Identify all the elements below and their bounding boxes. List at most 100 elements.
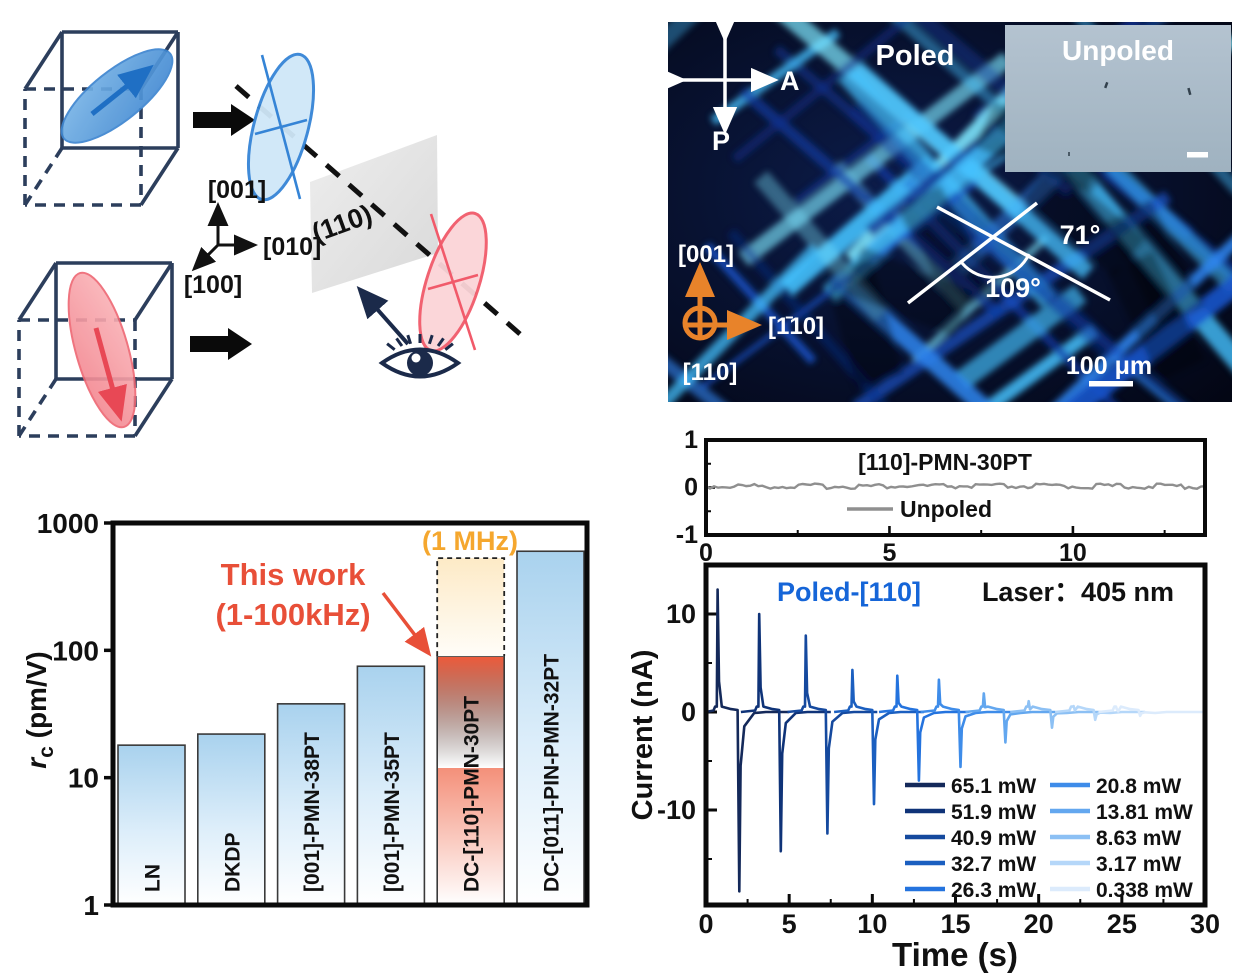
legend-label: 3.17 mW [1096,853,1181,876]
bar-3 [356,665,426,906]
inset-scale-bar [1187,152,1208,158]
axis-100-label: [100] [184,271,242,299]
x-tick-label: 10 [857,909,887,939]
cube-edge [133,262,174,321]
legend-label: 13.81 mW [1096,801,1193,824]
y-tick-label: 1 [83,890,99,921]
scale-bar [1089,381,1133,387]
blue-ellipse-minor-axis [254,118,308,136]
bar-2 [276,703,346,906]
y-axis-label: Current (nA) [630,650,659,821]
series-863mW [1010,699,1102,729]
axis-m110-label: [1̄10] [768,313,824,340]
eyelash [436,337,445,347]
plot-title: Poled-[110] [777,577,921,607]
bar-chart-panel: LN DKDP [001]-PMN-38PT [001]-PMN-35PT DC-[11… [0,460,660,975]
axis-001-label: [001] [208,176,266,204]
x-axis-label: Time (s) [892,936,1018,973]
legend-label-unpoled: Unpoled [900,496,992,522]
domain-streak [738,52,1013,266]
eye-highlight [411,353,421,363]
y-tick-label: 10 [666,599,696,629]
y-tick-label: 1 [684,426,698,454]
unpoled-trace [705,482,1206,491]
red-ellipse-minor-axis [427,273,479,291]
angle-109-label: 109° [985,273,1041,303]
black-arrow-top [193,104,255,136]
micrograph-panel: A P Poled Unpoled 71° 109° [001] [1̄10] … [668,22,1232,402]
x-tick-label: 30 [1190,909,1220,939]
y-tick-label: -1 [676,521,698,549]
legend-label: 0.338 mW [1096,879,1193,902]
black-arrow-bottom [190,328,252,360]
bar-label: [001]-PMN-38PT [301,732,324,892]
axis-001-label: [001] [678,241,734,268]
x-tick-label: 15 [940,909,970,939]
plane-110 [310,135,438,293]
series-208mW [920,678,1011,769]
bar-1 [197,733,266,906]
cube-hidden-edge [17,378,58,437]
eyelash [427,334,434,345]
bar-0 [117,744,186,906]
bars-group: LN DKDP [001]-PMN-38PT [001]-PMN-35PT DC-[11… [117,550,585,906]
axis-110-label: [110] [683,359,738,386]
eye-icon [378,334,462,379]
analyzer-label: A [780,66,800,96]
eyelash [386,342,396,351]
legend-label: 20.8 mW [1096,775,1181,798]
annotation-line2: (1-100kHz) [215,597,370,632]
series-317mW [1055,704,1146,722]
dark-patch [1021,161,1146,278]
micrograph-image: A P Poled Unpoled 71° 109° [001] [1̄10] … [668,22,1232,402]
blue-polarization-arrow [90,64,154,116]
y-axis-label: rc (pm/V) [21,651,58,768]
series-1381mW [965,692,1056,744]
y-tick-label: 100 [52,635,99,666]
domain-streak [975,324,1100,402]
unpoled-plot-panel: 0 5 10 1 0 -1 [110]-PMN-30PT Unpoled [660,425,1238,570]
crystal-axes-marker [682,262,762,341]
domain-streak [668,22,816,166]
series-651mW [705,588,790,893]
poled-plot-panel: 0 5 10 15 20 25 30 10 0 -10 65.1 mW 51.9 mW 40.9 mW 3… [630,555,1238,975]
legend-label: 32.7 mW [951,853,1036,876]
series-0338mW [1098,705,1205,718]
laser-annotation: Laser：405 nm [982,577,1174,607]
angle-71-label: 71° [1060,220,1101,250]
extension-bar [437,558,505,657]
poled-plot-content: 0 5 10 15 20 25 30 10 0 -10 65.1 mW 51.9 mW 40.9 mW 3… [657,588,1220,939]
x-tick-label: 0 [698,909,713,939]
y-tick-label: -10 [657,795,696,825]
x-tick-label: 20 [1024,909,1054,939]
domain-streak [1048,207,1232,402]
legend-label: 65.1 mW [951,775,1036,798]
eyelash [406,334,413,345]
y-tick-label: 10 [68,763,99,794]
extension-bar-outline [436,557,506,657]
viewing-arrow [356,286,410,346]
x-tick-label: 5 [883,539,897,567]
eyelash [395,337,404,347]
cube-edge [139,147,180,206]
axis-010-label: [010] [263,233,321,261]
domain-streak [1010,220,1232,402]
legend-label: 40.9 mW [951,827,1036,850]
cube-edge [23,31,64,90]
legend-label: 51.9 mW [951,801,1036,824]
cube-hidden-edge [23,147,64,206]
triad-front [191,243,220,272]
x-tick-label: 25 [1107,909,1137,939]
poled-label: Poled [876,40,955,72]
cube-edge [17,262,58,321]
domain-streak [731,22,1023,164]
bar-label: DKDP [221,832,244,892]
bar-axis-group: 1000 100 10 1 [37,508,113,921]
y-tick-label: 0 [684,474,698,502]
x-tick-label: 0 [699,539,713,567]
scale-bar-label: 100 μm [1066,352,1152,380]
legend-label: 8.63 mW [1096,827,1181,850]
annotation-line1: This work [221,557,366,592]
